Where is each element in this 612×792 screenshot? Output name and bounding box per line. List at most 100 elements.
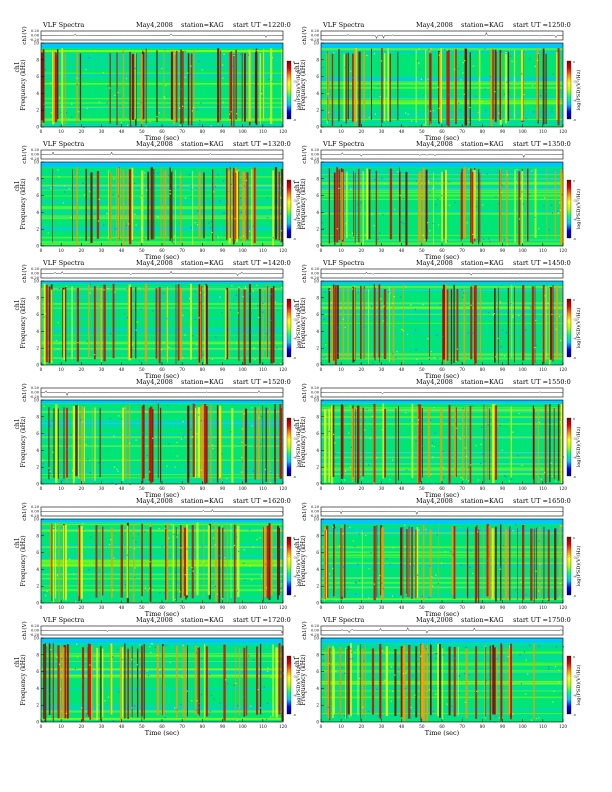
spectrogram-speckle: [331, 302, 333, 304]
spectrogram-speckle: [428, 688, 430, 691]
spectrogram-band: [41, 710, 283, 713]
spectrogram-speckle: [161, 686, 163, 688]
colorbar-tick-label: -6: [293, 356, 296, 360]
spectrogram-speckle: [441, 206, 443, 208]
spectrogram-band: [321, 48, 563, 51]
time-tick-label: 100: [239, 724, 247, 729]
sferic-streak: [102, 648, 104, 718]
spectrogram-speckle: [218, 477, 220, 479]
spectrogram-speckle: [76, 643, 78, 645]
freq-tick-label: 2: [316, 465, 319, 470]
spectrogram-speckle: [189, 297, 191, 300]
ch-tick-label: -0.20: [310, 514, 320, 518]
sferic-streak: [456, 289, 459, 362]
sferic-streak: [419, 404, 422, 483]
sferic-streak: [72, 406, 75, 484]
freq-tick-label: 0: [316, 244, 319, 249]
spectrogram-speckle: [98, 101, 100, 103]
spectrogram-speckle: [378, 232, 381, 234]
time-tick-label: 10: [338, 724, 344, 729]
spectrogram-speckle: [384, 79, 386, 81]
sferic-streak: [430, 645, 432, 716]
spectrogram-band: [321, 332, 563, 334]
spectrogram-speckle: [174, 598, 176, 601]
spectrogram-speckle: [163, 96, 165, 98]
sferic-streak: [223, 644, 226, 721]
spectrogram-speckle: [484, 48, 486, 50]
spectrogram-speckle: [335, 599, 337, 601]
spectrogram-speckle: [260, 90, 262, 92]
spectrogram-band: [41, 119, 283, 122]
spectrogram-speckle: [175, 350, 177, 353]
spectrogram-speckle: [442, 717, 444, 719]
sferic-streak: [504, 51, 507, 124]
panel-date: May4,2008: [416, 259, 453, 267]
time-tick-label: 10: [58, 367, 64, 372]
spectrogram-speckle: [448, 204, 451, 206]
spectrogram-band: [321, 99, 563, 103]
spectrogram-speckle: [530, 307, 532, 309]
spectrogram-speckle: [210, 125, 212, 127]
spectrogram-speckle: [156, 654, 158, 656]
spectrogram-speckle: [257, 689, 259, 691]
spectrogram-speckle: [324, 562, 326, 564]
sferic-streak: [137, 648, 139, 718]
time-tick-label: 120: [559, 605, 567, 610]
spectrogram-speckle: [362, 530, 364, 532]
sferic-streak: [112, 283, 115, 359]
sferic-streak: [180, 171, 182, 244]
spectrogram-speckle: [195, 406, 197, 408]
spectrogram-speckle: [253, 347, 255, 349]
time-tick-label: 110: [539, 129, 547, 134]
spectrogram-speckle: [90, 562, 93, 564]
sferic-streak: [411, 403, 414, 479]
spectrogram-speckle: [272, 233, 275, 235]
spectrogram-speckle: [498, 717, 500, 719]
spectrogram-speckle: [115, 228, 117, 230]
sferic-streak: [141, 523, 143, 597]
spectrogram-band: [41, 226, 283, 228]
sferic-streak: [331, 53, 334, 127]
freq-axis-prefix: ch1: [14, 418, 21, 429]
ch-tick-label: 0.00: [311, 391, 320, 395]
sferic-streak: [439, 52, 442, 122]
spectrogram-speckle: [521, 191, 523, 193]
spectrogram-speckle: [381, 429, 383, 431]
sferic-streak: [487, 405, 489, 482]
spectrogram-speckle: [131, 124, 133, 127]
spectrogram-speckle: [260, 707, 262, 709]
freq-tick-label: 0: [316, 482, 319, 487]
spectrogram-area: [321, 281, 563, 365]
sferic-streak: [406, 529, 408, 597]
sferic-streak: [461, 168, 463, 240]
sferic-streak: [148, 407, 152, 482]
spectrogram-speckle: [49, 82, 52, 84]
spectrogram-speckle: [190, 196, 192, 198]
panel-start-time: start UT =1420:0: [233, 259, 291, 267]
waveform-trace: [320, 31, 564, 40]
spectrogram-speckle: [182, 357, 184, 359]
spectrogram-speckle: [342, 566, 344, 568]
sferic-streak: [527, 168, 529, 242]
spectrogram-speckle: [360, 362, 362, 364]
spectrogram-speckle: [211, 358, 213, 360]
sferic-streak: [460, 172, 462, 241]
spectrogram-speckle: [43, 405, 45, 407]
sferic-streak: [263, 48, 265, 121]
colorbar-tick-label: -6: [293, 118, 296, 122]
sferic-streak: [133, 523, 135, 603]
spectrogram-speckle: [422, 234, 424, 236]
spectrogram-band: [41, 208, 283, 210]
spectrogram-speckle: [448, 181, 450, 183]
spectrogram-speckle: [421, 474, 424, 476]
spectrogram-speckle: [192, 570, 194, 572]
spectrogram-speckle: [174, 308, 177, 310]
spectrogram-speckle: [192, 346, 194, 348]
time-tick-label: 90: [500, 486, 506, 491]
time-tick-label: 100: [519, 605, 527, 610]
sferic-streak: [552, 285, 554, 362]
spectrogram-speckle: [146, 189, 148, 191]
spectrogram-speckle: [57, 322, 59, 324]
sferic-streak: [416, 527, 419, 599]
spectrogram-speckle: [122, 52, 124, 54]
